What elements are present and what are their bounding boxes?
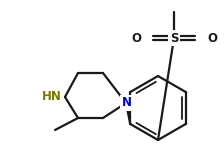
Text: O: O (207, 32, 217, 44)
Text: S: S (170, 32, 178, 44)
Text: N: N (122, 96, 132, 110)
Text: O: O (131, 32, 141, 44)
Text: HN: HN (42, 90, 62, 103)
